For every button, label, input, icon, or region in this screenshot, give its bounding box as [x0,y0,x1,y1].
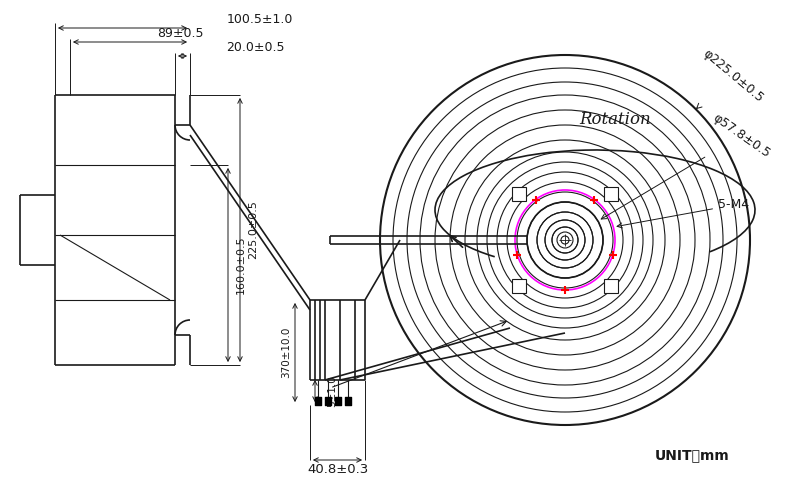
Text: φ225.0±0.5: φ225.0±0.5 [697,47,766,108]
Text: 370±10.0: 370±10.0 [281,327,291,378]
Text: Rotation: Rotation [579,111,651,128]
Circle shape [561,236,569,244]
Text: 5-M4: 5-M4 [617,198,749,228]
Text: 225.0±0.5: 225.0±0.5 [248,200,258,259]
Text: 20.0±0.5: 20.0±0.5 [225,41,284,54]
Text: 89±0.5: 89±0.5 [157,27,203,40]
Text: UNIT：mm: UNIT：mm [655,448,730,462]
FancyBboxPatch shape [512,187,526,201]
Text: 100.5±1.0: 100.5±1.0 [227,13,293,26]
Text: 40.8±0.3: 40.8±0.3 [307,463,368,476]
FancyBboxPatch shape [604,279,618,293]
Text: φ57.8±0.5: φ57.8±0.5 [601,111,772,219]
FancyBboxPatch shape [512,279,526,293]
Text: 160.0±0.5: 160.0±0.5 [236,236,246,294]
Text: 5±1.0: 5±1.0 [327,375,337,407]
FancyBboxPatch shape [604,187,618,201]
